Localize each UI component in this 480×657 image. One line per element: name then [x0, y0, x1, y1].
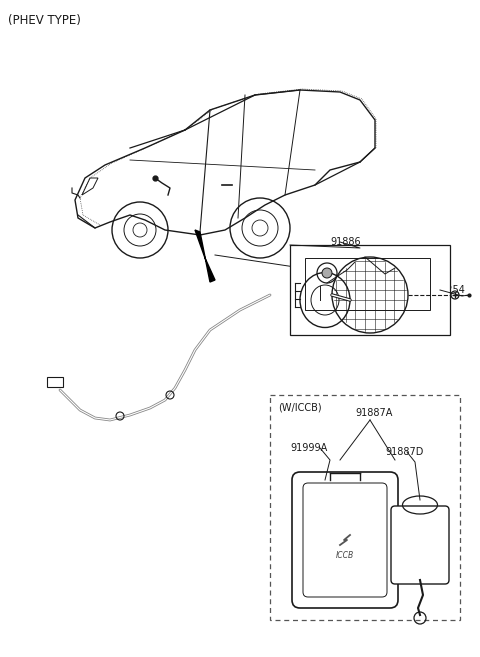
- Bar: [290, 245, 450, 335]
- Text: 91999A: 91999A: [290, 443, 327, 453]
- Text: ICCB: ICCB: [336, 551, 354, 560]
- Text: 91886: 91886: [330, 237, 360, 247]
- Text: 81595: 81595: [375, 263, 406, 273]
- Bar: [270, 395, 460, 620]
- Text: 91887A: 91887A: [355, 408, 392, 418]
- Bar: [47, 377, 63, 387]
- Text: 91887D: 91887D: [385, 447, 423, 457]
- Circle shape: [322, 268, 332, 278]
- Polygon shape: [195, 230, 215, 282]
- FancyBboxPatch shape: [391, 506, 449, 584]
- Text: 81371A: 81371A: [310, 281, 348, 291]
- Text: 91999B: 91999B: [330, 257, 367, 267]
- Bar: [305, 258, 430, 310]
- Text: (PHEV TYPE): (PHEV TYPE): [8, 14, 81, 27]
- Text: 11254: 11254: [435, 285, 466, 295]
- FancyBboxPatch shape: [292, 472, 398, 608]
- FancyBboxPatch shape: [303, 483, 387, 597]
- Text: (W/ICCB): (W/ICCB): [278, 403, 322, 413]
